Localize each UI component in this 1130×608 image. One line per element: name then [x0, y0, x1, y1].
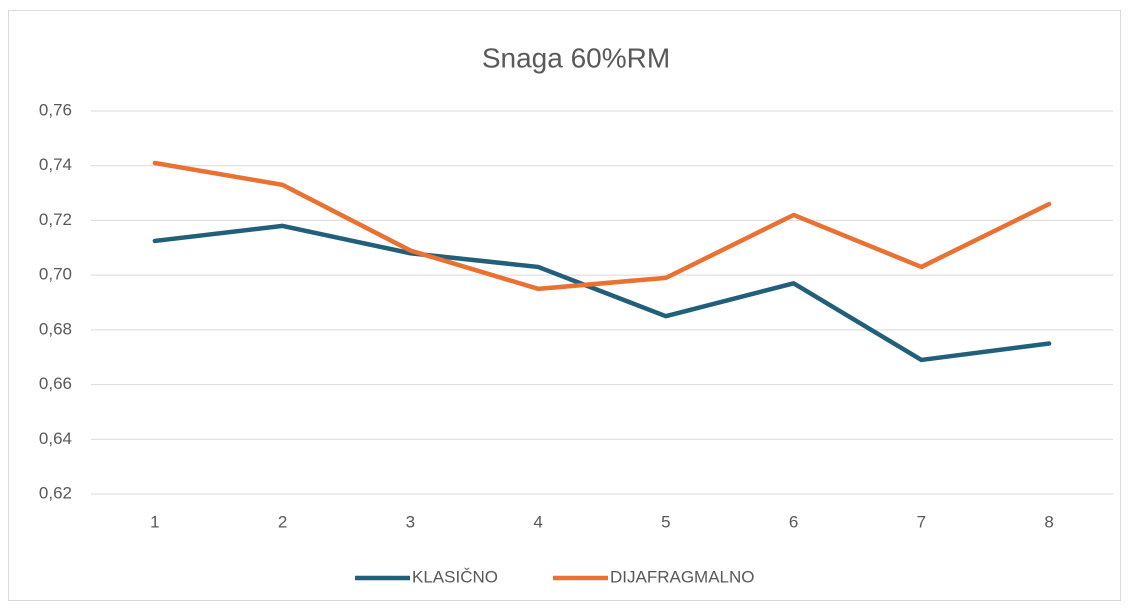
x-tick-label: 6: [789, 512, 798, 531]
legend-label: KLASIČNO: [412, 567, 498, 586]
y-tick-label: 0,72: [39, 210, 72, 229]
x-tick-label: 3: [406, 512, 415, 531]
x-tick-label: 8: [1044, 512, 1053, 531]
y-tick-label: 0,66: [39, 374, 72, 393]
x-tick-label: 7: [917, 512, 926, 531]
x-tick-label: 4: [533, 512, 542, 531]
y-tick-label: 0,62: [39, 483, 72, 502]
chart-border: [8, 10, 1121, 601]
x-tick-label: 1: [150, 512, 159, 531]
data-line: [152, 223, 1052, 363]
y-tick-label: 0,74: [39, 155, 72, 174]
y-tick-label: 0,68: [39, 319, 72, 338]
data-line: [152, 160, 1052, 292]
y-tick-label: 0,64: [39, 429, 72, 448]
y-tick-label: 0,76: [39, 100, 72, 119]
legend-label: DIJAFRAGMALNO: [610, 567, 755, 586]
y-tick-label: 0,70: [39, 265, 72, 284]
chart-title: Snaga 60%RM: [482, 42, 670, 73]
x-tick-label: 2: [278, 512, 287, 531]
x-tick-label: 5: [661, 512, 670, 531]
